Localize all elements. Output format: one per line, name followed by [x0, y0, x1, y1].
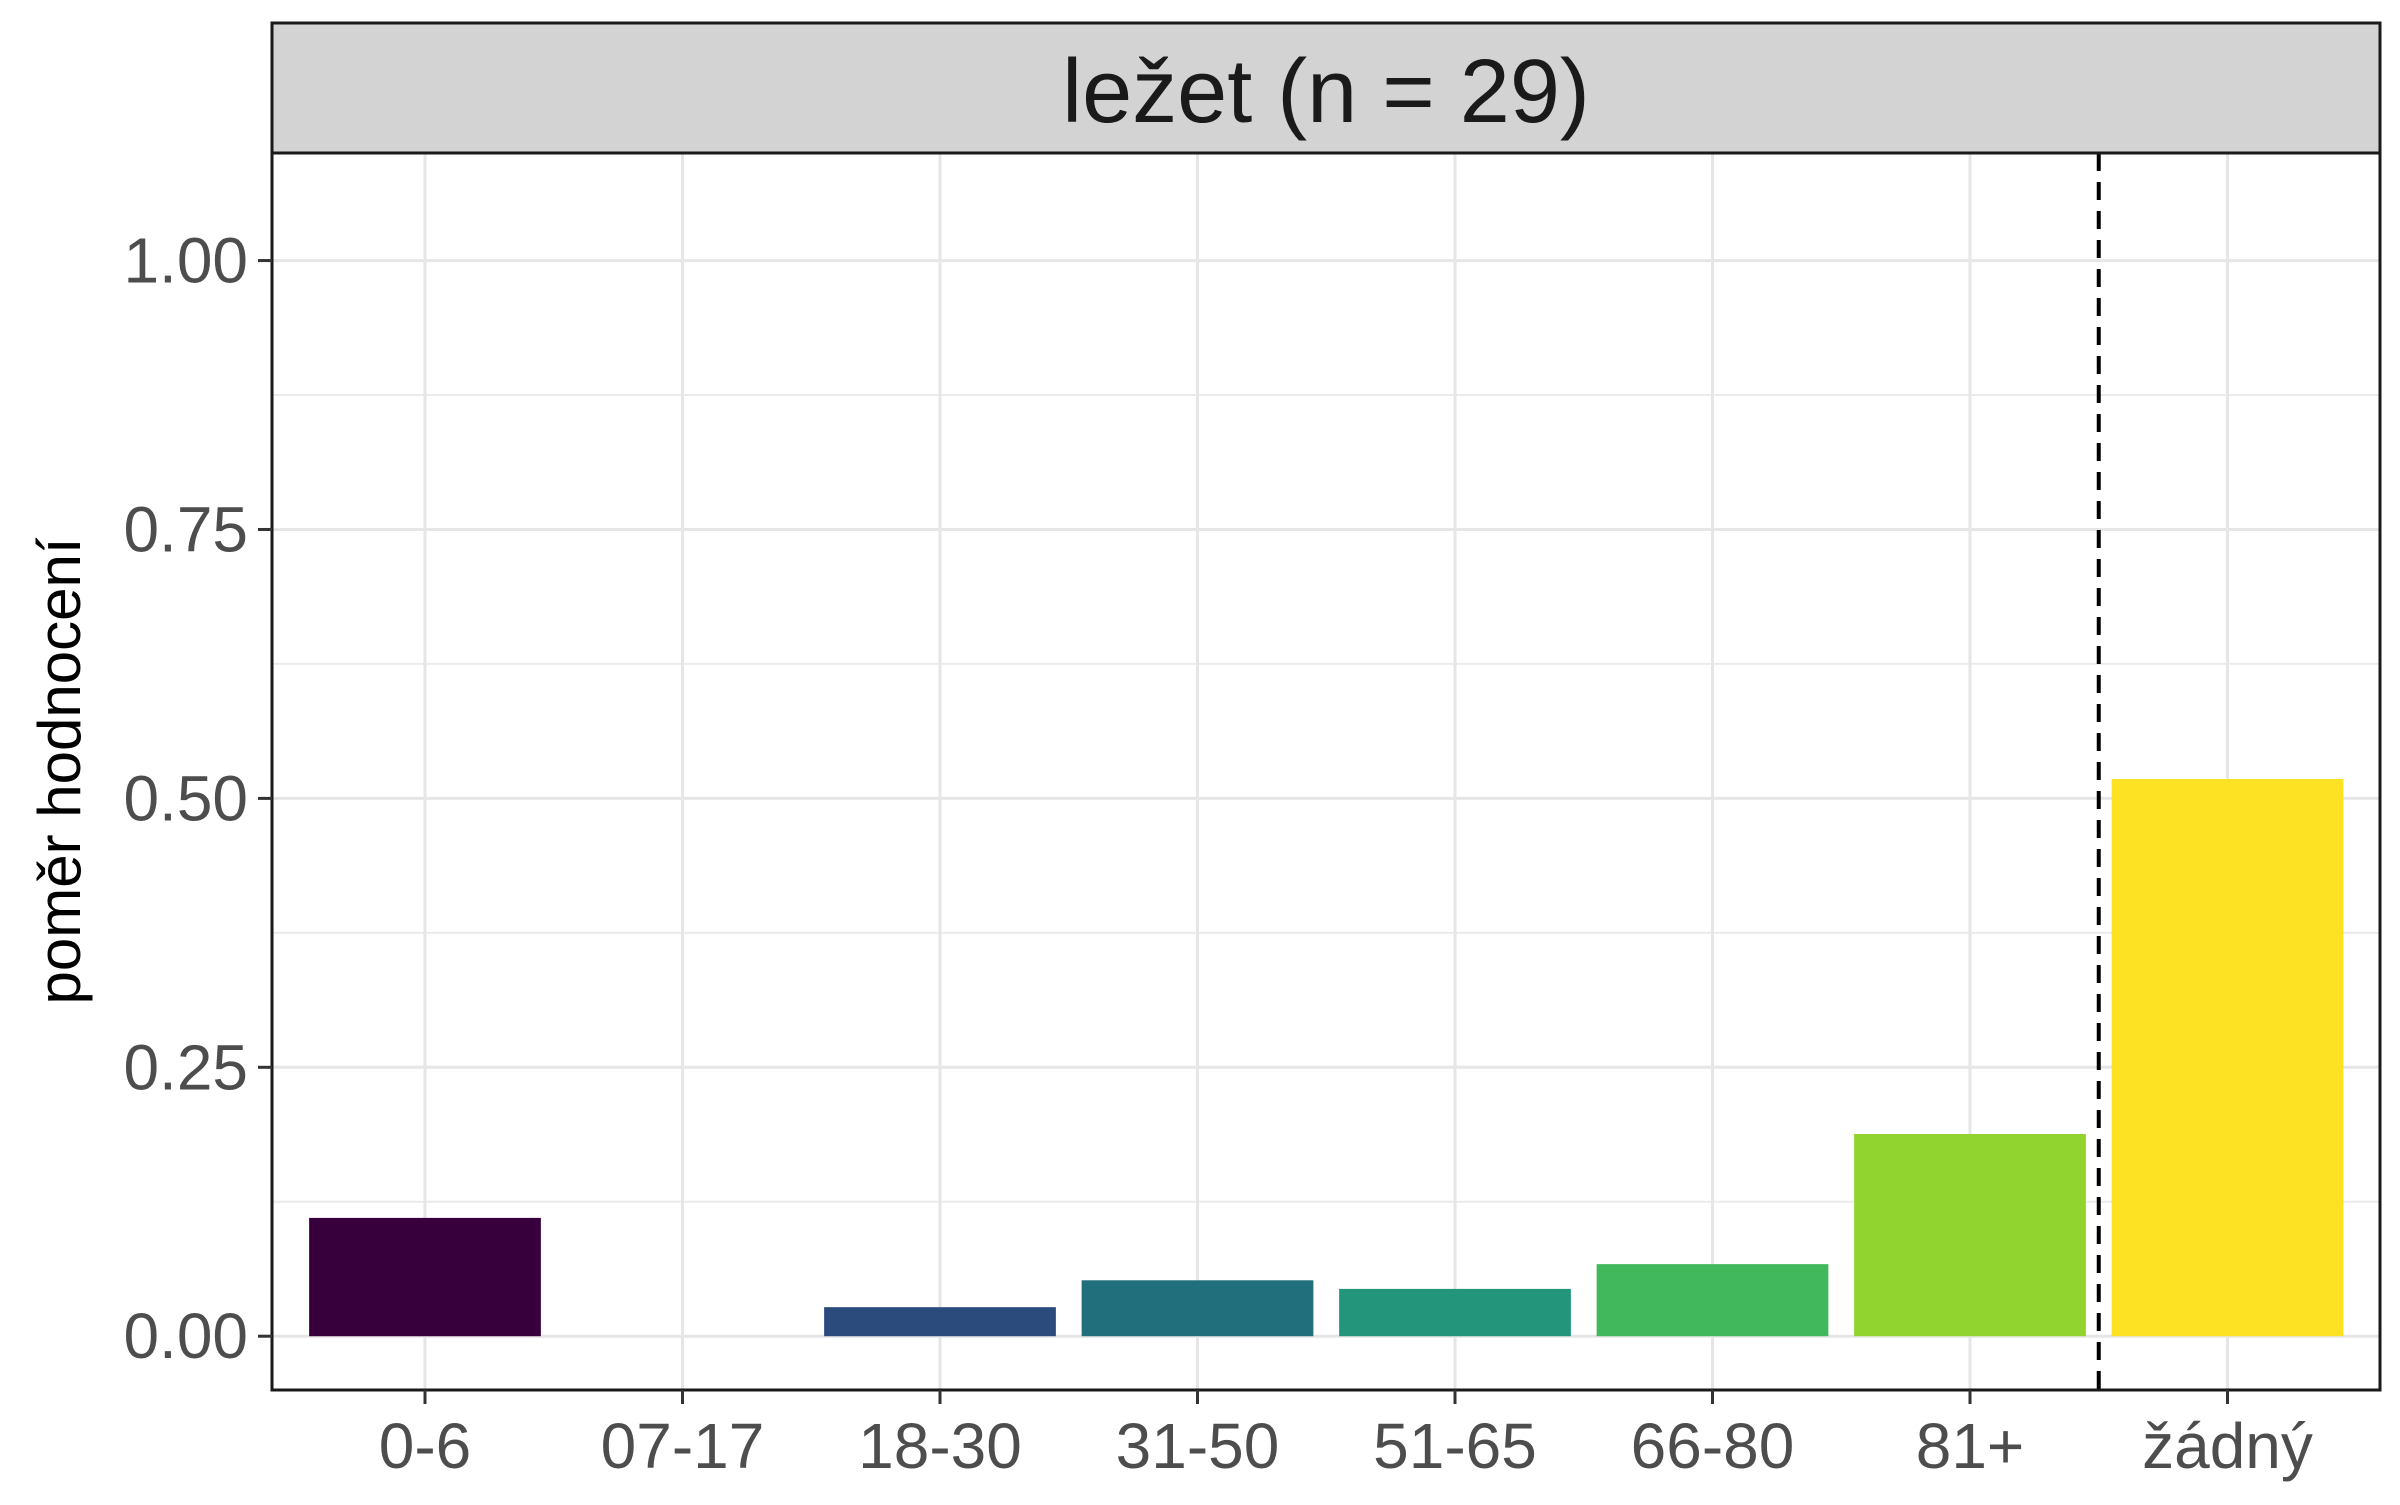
x-tick-label: 31-50: [1116, 1410, 1280, 1482]
bar-žádný: [2111, 779, 2344, 1337]
x-tick-label: 66-80: [1631, 1410, 1795, 1482]
y-tick-label: 0.75: [123, 493, 248, 565]
bar-31-50: [1081, 1280, 1314, 1337]
x-tick-label: žádný: [2142, 1410, 2313, 1482]
y-tick-label: 0.00: [123, 1300, 248, 1372]
plot-panel-border: [270, 151, 2382, 1392]
x-axis: 0-6 07-17 18-30 31-50 51-65 66-80 81+ žádný: [379, 1390, 2313, 1482]
bar-0-6: [309, 1217, 541, 1337]
x-tick-label: 0-6: [379, 1410, 472, 1482]
y-tick-label: 0.25: [123, 1031, 248, 1103]
bar-51-65: [1339, 1288, 1571, 1337]
bar-18-30: [824, 1307, 1056, 1337]
y-axis-title: poměr hodnocení: [26, 537, 93, 1004]
x-tick-label: 51-65: [1373, 1410, 1537, 1482]
x-tick-label: 18-30: [858, 1410, 1022, 1482]
y-tick-label: 1.00: [123, 225, 248, 297]
x-tick-label: 81+: [1916, 1410, 2025, 1482]
facet-strip: [270, 21, 2382, 155]
x-tick-label: 07-17: [601, 1410, 765, 1482]
bar-81+: [1854, 1133, 2086, 1337]
facet-title: ležet (n = 29): [1062, 42, 1590, 142]
y-tick-label: 0.50: [123, 762, 248, 834]
y-axis: 0.00 0.25 0.50 0.75 1.00: [123, 225, 272, 1372]
bar-66-80: [1596, 1264, 1829, 1337]
bars: [309, 779, 2344, 1337]
